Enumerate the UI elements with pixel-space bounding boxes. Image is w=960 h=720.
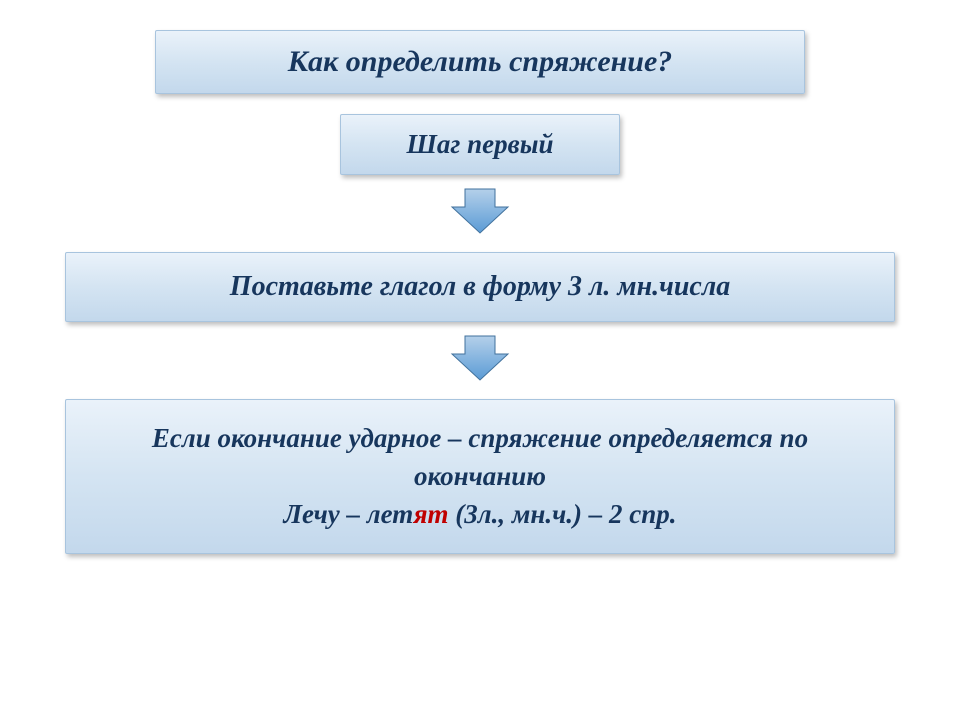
title-text: Как определить спряжение? (288, 45, 673, 78)
example-highlight: ят (414, 499, 449, 529)
instruction-box: Поставьте глагол в форму 3 л. мн.числа (65, 252, 895, 322)
instruction-text: Поставьте глагол в форму 3 л. мн.числа (230, 271, 730, 302)
step-box: Шаг первый (340, 114, 620, 175)
example-suffix: (3л., мн.ч.) – 2 спр. (449, 499, 677, 529)
title-box: Как определить спряжение? (155, 30, 805, 94)
arrow-down-icon (450, 187, 510, 240)
arrow-down-icon (450, 334, 510, 387)
result-example: Лечу – летят (3л., мн.ч.) – 2 спр. (96, 496, 864, 534)
result-box: Если окончание ударное – спряжение опред… (65, 399, 895, 554)
step-text: Шаг первый (407, 129, 554, 159)
example-prefix: Лечу – лет (283, 499, 413, 529)
result-line1: Если окончание ударное – спряжение опред… (96, 420, 864, 496)
